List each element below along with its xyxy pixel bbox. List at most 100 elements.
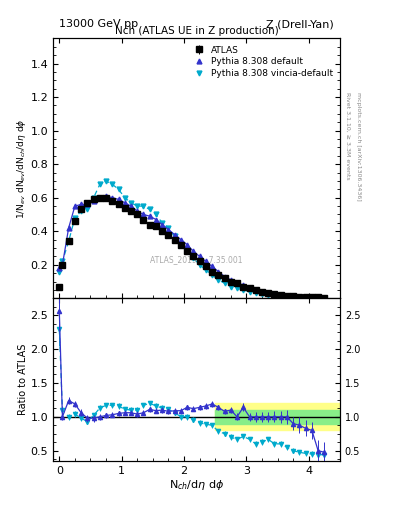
Pythia 8.308 default [228,277,233,283]
Pythia 8.308 vincia-default [73,215,77,221]
Pythia 8.308 vincia-default [197,262,202,268]
Pythia 8.308 default [303,294,308,300]
Pythia 8.308 vincia-default [266,292,271,298]
Pythia 8.308 default [160,222,165,228]
Pythia 8.308 default [110,195,115,201]
Pythia 8.308 default [172,231,177,238]
Pythia 8.308 default [73,203,77,209]
Pythia 8.308 default [97,195,102,201]
Pythia 8.308 default [266,290,271,296]
Pythia 8.308 vincia-default [172,233,177,240]
Pythia 8.308 default [60,262,65,268]
Pythia 8.308 vincia-default [135,203,140,209]
Pythia 8.308 default [197,253,202,260]
Pythia 8.308 default [310,294,314,301]
Pythia 8.308 vincia-default [116,186,121,193]
Pythia 8.308 vincia-default [178,242,183,248]
Pythia 8.308 vincia-default [316,295,320,301]
Pythia 8.308 default [178,237,183,243]
Pythia 8.308 default [216,268,221,274]
Pythia 8.308 vincia-default [60,259,65,265]
Pythia 8.308 vincia-default [79,208,83,214]
Pythia 8.308 vincia-default [129,200,133,206]
Pythia 8.308 vincia-default [322,295,327,301]
Pythia 8.308 default [66,225,71,231]
Pythia 8.308 default [91,198,96,204]
Pythia 8.308 default [272,291,277,297]
Pythia 8.308 vincia-default [66,238,71,244]
Pythia 8.308 vincia-default [310,294,314,301]
Pythia 8.308 default [322,295,327,301]
Pythia 8.308 vincia-default [303,294,308,301]
Pythia 8.308 vincia-default [228,284,233,290]
Pythia 8.308 default [316,294,320,301]
Pythia 8.308 default [260,289,264,295]
Pythia 8.308 default [154,217,158,223]
Pythia 8.308 vincia-default [247,289,252,295]
Pythia 8.308 vincia-default [278,293,283,300]
Pythia 8.308 vincia-default [185,248,189,254]
Pythia 8.308 vincia-default [216,277,221,283]
Pythia 8.308 default [247,285,252,291]
Pythia 8.308 default [147,213,152,219]
Text: mcplots.cern.ch [arXiv:1306.3436]: mcplots.cern.ch [arXiv:1306.3436] [356,92,361,201]
Y-axis label: Ratio to ATLAS: Ratio to ATLAS [18,344,28,415]
Pythia 8.308 vincia-default [210,272,215,278]
Text: 13000 GeV pp: 13000 GeV pp [59,19,138,29]
Line: Pythia 8.308 default: Pythia 8.308 default [57,194,327,300]
Pythia 8.308 vincia-default [297,294,302,301]
Pythia 8.308 vincia-default [191,255,196,261]
Text: Z (Drell-Yan): Z (Drell-Yan) [266,19,334,29]
Pythia 8.308 vincia-default [260,291,264,297]
Pythia 8.308 vincia-default [241,287,246,293]
Pythia 8.308 default [104,193,108,199]
Pythia 8.308 default [210,263,215,269]
Pythia 8.308 default [116,196,121,202]
Pythia 8.308 vincia-default [272,293,277,299]
Pythia 8.308 default [291,293,296,300]
Pythia 8.308 vincia-default [104,178,108,184]
Pythia 8.308 default [253,287,258,293]
Pythia 8.308 vincia-default [91,195,96,201]
Pythia 8.308 default [297,294,302,300]
Pythia 8.308 default [278,292,283,298]
Pythia 8.308 vincia-default [160,220,165,226]
Pythia 8.308 vincia-default [154,211,158,218]
Pythia 8.308 vincia-default [123,195,127,201]
Pythia 8.308 vincia-default [110,181,115,187]
Pythia 8.308 vincia-default [291,294,296,300]
Line: Pythia 8.308 vincia-default: Pythia 8.308 vincia-default [57,179,327,301]
Pythia 8.308 default [123,200,127,206]
Pythia 8.308 default [222,273,227,280]
Legend: ATLAS, Pythia 8.308 default, Pythia 8.308 vincia-default: ATLAS, Pythia 8.308 default, Pythia 8.30… [188,43,336,81]
Pythia 8.308 default [241,282,246,288]
Pythia 8.308 default [204,259,208,265]
Pythia 8.308 default [185,242,189,248]
Pythia 8.308 vincia-default [222,280,227,286]
Pythia 8.308 vincia-default [235,285,239,291]
Pythia 8.308 vincia-default [97,181,102,187]
Text: Rivet 3.1.10, ≥ 3.3M events: Rivet 3.1.10, ≥ 3.3M events [345,92,350,180]
Pythia 8.308 vincia-default [253,290,258,296]
Pythia 8.308 default [166,226,171,232]
Pythia 8.308 default [141,211,146,218]
Pythia 8.308 default [57,265,62,271]
Pythia 8.308 default [129,203,133,209]
Pythia 8.308 vincia-default [285,293,289,300]
Pythia 8.308 default [285,293,289,299]
Pythia 8.308 default [85,201,90,207]
Pythia 8.308 vincia-default [57,268,62,274]
Pythia 8.308 vincia-default [147,206,152,212]
Pythia 8.308 default [135,208,140,214]
Pythia 8.308 vincia-default [166,225,171,231]
Pythia 8.308 vincia-default [204,267,208,273]
Pythia 8.308 vincia-default [85,206,90,212]
Title: Nch (ATLAS UE in Z production): Nch (ATLAS UE in Z production) [115,26,278,36]
Pythia 8.308 default [79,201,83,207]
X-axis label: N$_{ch}$/d$\eta$ d$\phi$: N$_{ch}$/d$\eta$ d$\phi$ [169,478,224,493]
Pythia 8.308 vincia-default [141,203,146,209]
Pythia 8.308 default [191,248,196,254]
Text: ATLAS_2019 ... 7.35.001: ATLAS_2019 ... 7.35.001 [150,255,243,264]
Y-axis label: 1/N$_{ev}$ dN$_{ev}$/dN$_{ch}$/d$\eta$ d$\phi$: 1/N$_{ev}$ dN$_{ev}$/dN$_{ch}$/d$\eta$ d… [15,118,28,219]
Pythia 8.308 default [235,280,239,286]
